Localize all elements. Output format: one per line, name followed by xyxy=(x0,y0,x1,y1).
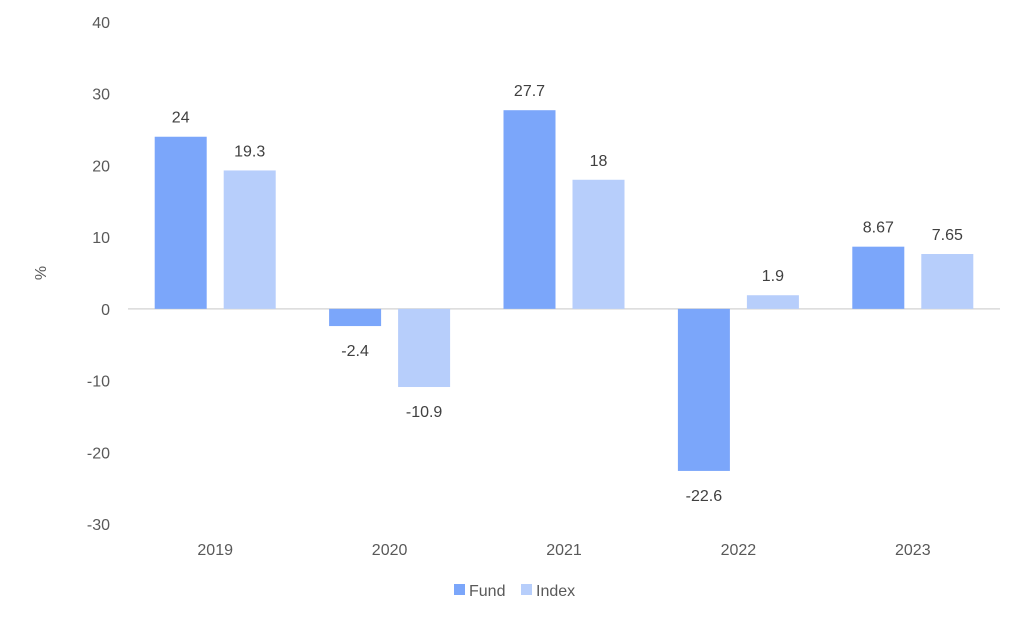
bar-fund-2020 xyxy=(329,308,382,327)
x-axis-ticks: 2019 2020 2021 2022 2023 xyxy=(197,542,930,559)
bars xyxy=(154,110,974,471)
bar-fund-2021 xyxy=(503,110,556,309)
bar-fund-2023 xyxy=(852,246,905,309)
data-label-fund-2020: -2.4 xyxy=(341,343,369,360)
y-axis-ticks: -30 -20 -10 0 10 20 30 40 xyxy=(87,15,110,534)
bar-index-2023 xyxy=(921,253,974,309)
data-label-index-2023: 7.65 xyxy=(932,227,963,244)
data-label-fund-2021: 27.7 xyxy=(514,83,545,100)
y-tick-label: -20 xyxy=(87,445,110,462)
legend-label-fund: Fund xyxy=(469,583,505,600)
y-tick-label: -10 xyxy=(87,374,110,391)
y-tick-label: 10 xyxy=(92,230,110,247)
x-tick-label-2019: 2019 xyxy=(197,542,233,559)
bar-index-2019 xyxy=(223,170,276,309)
data-label-index-2022: 1.9 xyxy=(762,268,784,285)
bar-fund-2019 xyxy=(154,136,207,309)
legend-swatch-fund xyxy=(454,584,465,595)
bar-index-2020 xyxy=(398,308,451,388)
x-tick-label-2020: 2020 xyxy=(372,542,408,559)
x-tick-label-2022: 2022 xyxy=(721,542,757,559)
legend: Fund Index xyxy=(454,583,575,600)
bar-index-2021 xyxy=(572,179,625,309)
bar-fund-2022 xyxy=(677,308,730,471)
y-tick-label: 0 xyxy=(101,302,110,319)
legend-swatch-index xyxy=(521,584,532,595)
bar-index-2022 xyxy=(746,295,799,309)
x-tick-label-2023: 2023 xyxy=(895,542,931,559)
y-axis-title: % xyxy=(33,266,50,280)
y-tick-label: 40 xyxy=(92,15,110,32)
data-label-fund-2022: -22.6 xyxy=(686,488,723,505)
y-tick-label: 20 xyxy=(92,158,110,175)
data-label-index-2021: 18 xyxy=(590,153,608,170)
data-label-fund-2023: 8.67 xyxy=(863,220,894,237)
data-label-index-2020: -10.9 xyxy=(406,404,443,421)
data-label-index-2019: 19.3 xyxy=(234,143,265,160)
legend-label-index: Index xyxy=(536,583,575,600)
data-labels: 24 19.3 -2.4 -10.9 27.7 18 -22.6 1.9 8.67 7.65 xyxy=(172,83,963,505)
data-label-fund-2019: 24 xyxy=(172,110,190,127)
y-tick-label: 30 xyxy=(92,87,110,104)
x-tick-label-2021: 2021 xyxy=(546,542,582,559)
y-tick-label: -30 xyxy=(87,517,110,534)
